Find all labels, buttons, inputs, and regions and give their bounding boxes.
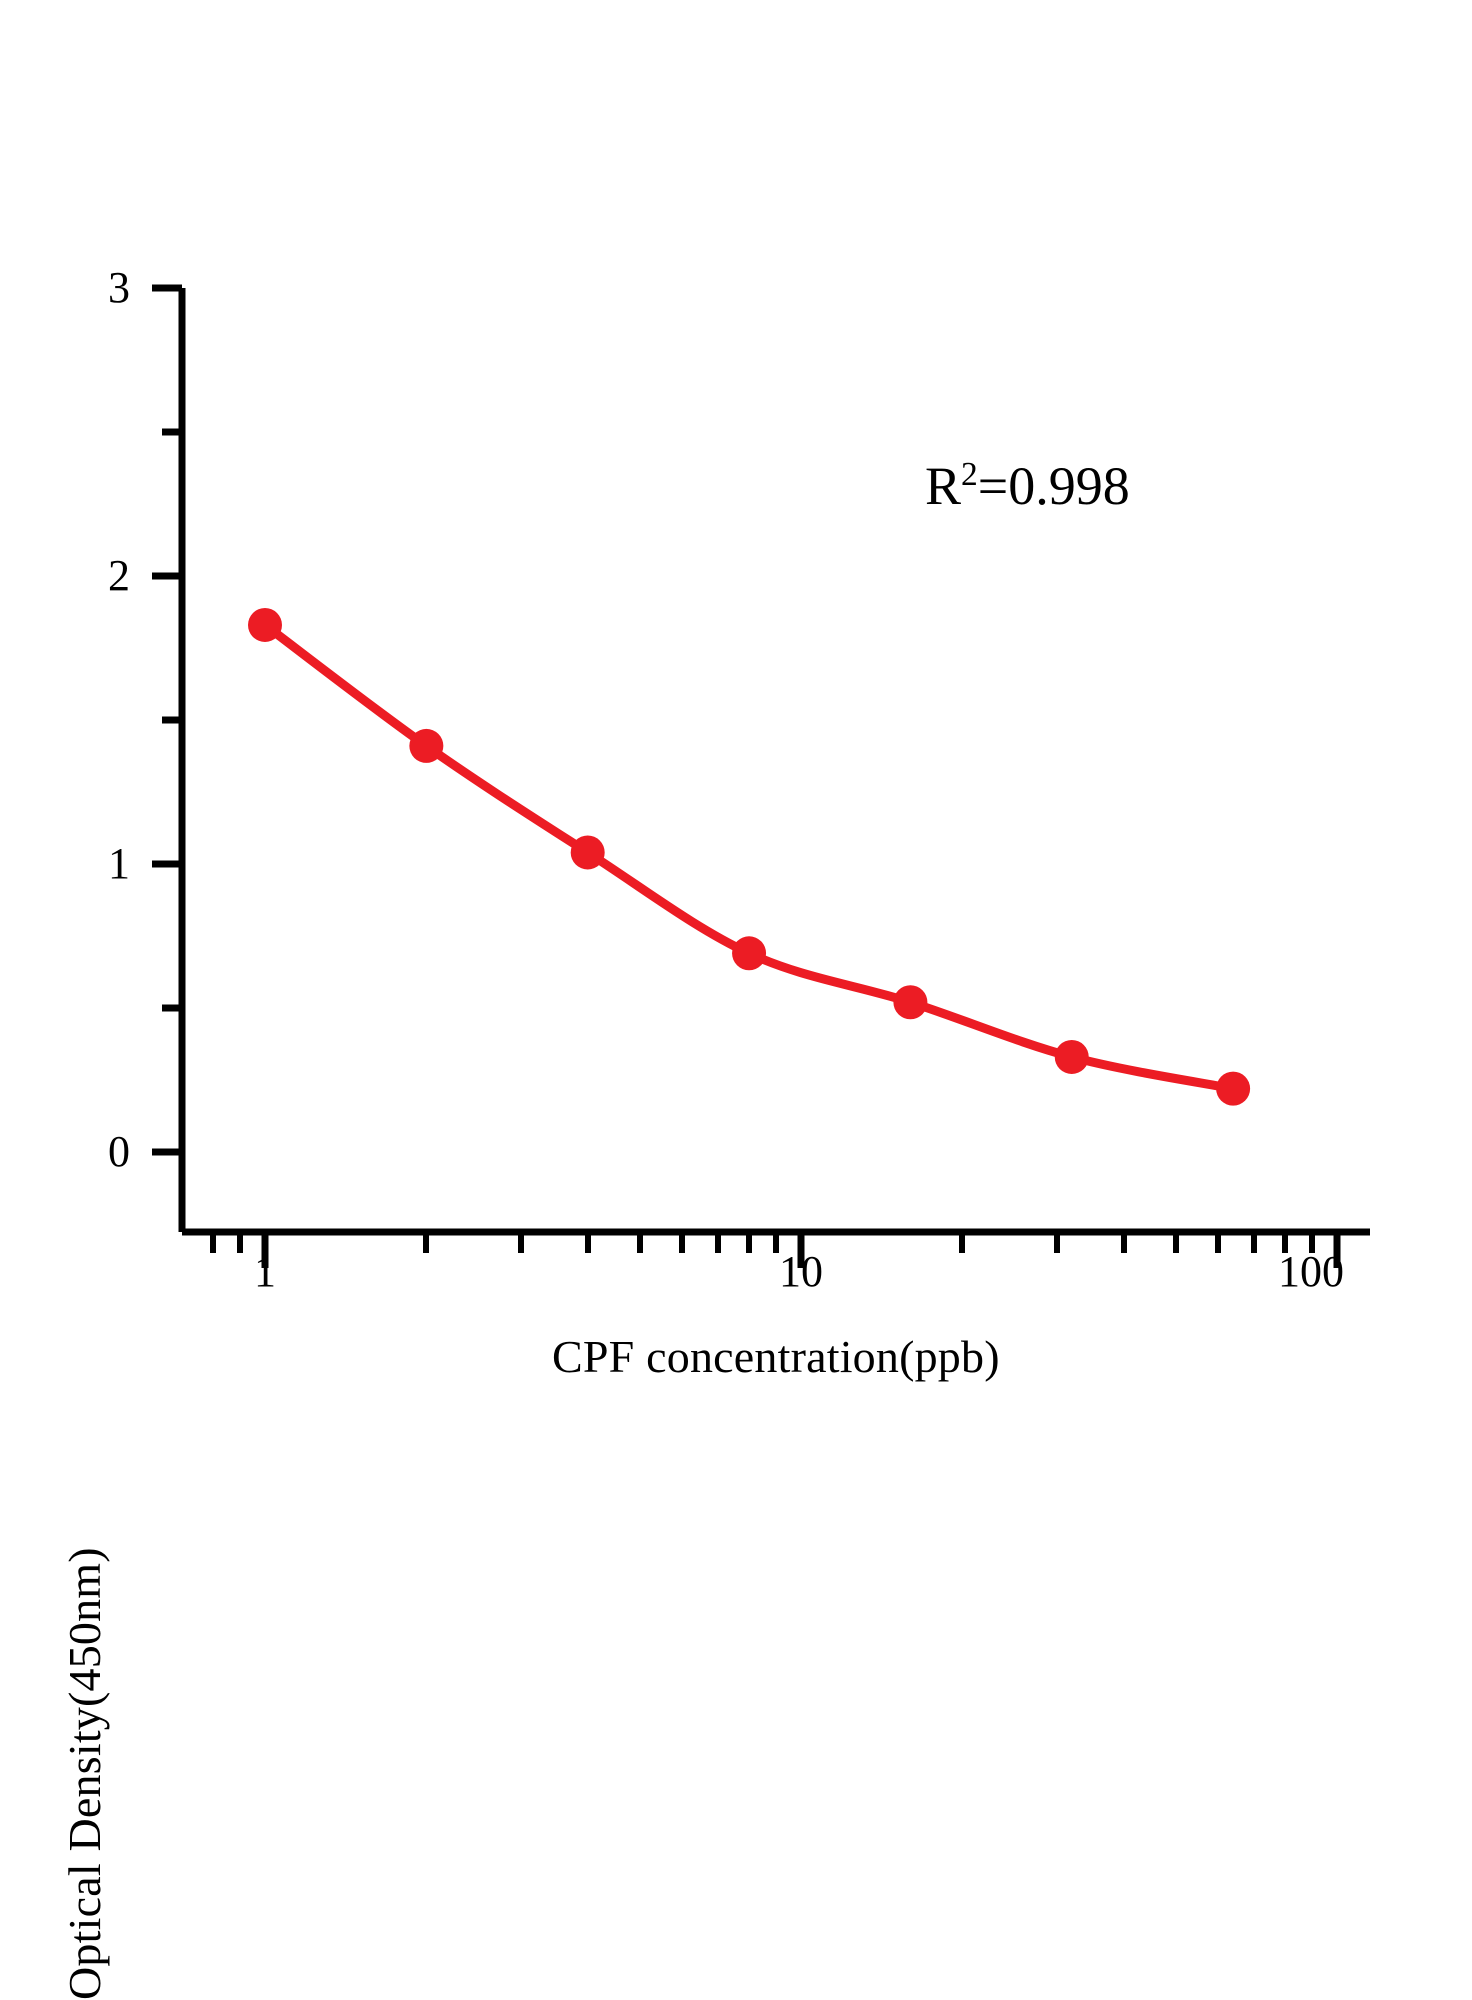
y-tick-label-3: 3 (108, 263, 130, 312)
y-tick-label-1: 1 (108, 839, 130, 888)
data-point (570, 835, 605, 870)
data-point (893, 985, 928, 1020)
y-axis-title: Optical Density(450nm) (59, 1547, 110, 2000)
series-markers-cpf (248, 607, 1251, 1106)
y-tick-label-0: 0 (108, 1127, 130, 1176)
data-point (248, 607, 282, 642)
data-point (1216, 1071, 1251, 1106)
r-squared-value: =0.998 (977, 456, 1130, 516)
chart-figure: Optical Density(450nm) CPF concentration… (59, 263, 1370, 2000)
x-tick-label-100: 100 (1278, 1247, 1344, 1296)
r-squared-base: R (925, 456, 962, 516)
data-point (1054, 1039, 1089, 1074)
data-point (732, 936, 767, 971)
y-axis-ticks (152, 284, 182, 1156)
series-line-cpf (260, 620, 1238, 1094)
x-axis-title: CPF concentration(ppb) (552, 1331, 1000, 1382)
data-point (409, 728, 444, 763)
r-squared-annotation: R2=0.998 (925, 455, 1130, 517)
axis-spines (178, 288, 1370, 1236)
x-tick-label-1: 1 (254, 1247, 276, 1296)
x-axis-ticks (210, 1232, 1341, 1268)
chart-canvas (152, 284, 1370, 1268)
y-tick-label-2: 2 (108, 551, 130, 600)
r-squared-exponent: 2 (961, 456, 978, 493)
